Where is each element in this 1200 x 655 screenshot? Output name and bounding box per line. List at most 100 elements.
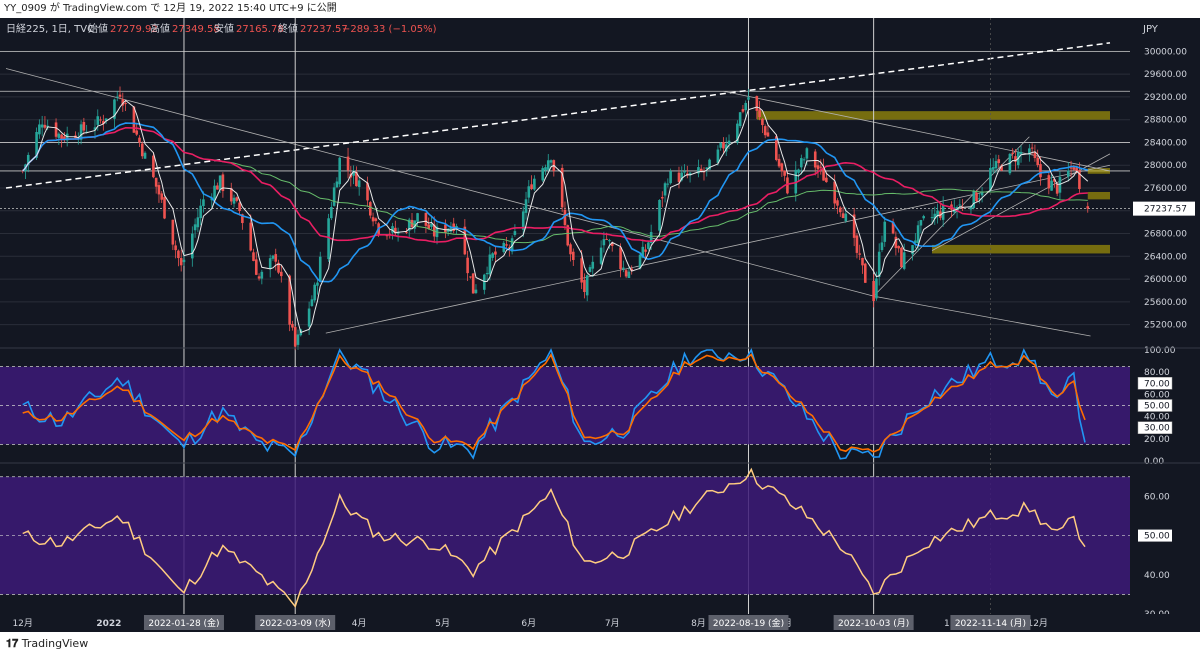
candle-body[interactable] bbox=[152, 155, 155, 178]
candle-body[interactable] bbox=[160, 193, 164, 200]
candle-body[interactable] bbox=[1078, 170, 1081, 190]
candle-body[interactable] bbox=[666, 183, 670, 185]
candle-body[interactable] bbox=[1014, 156, 1017, 162]
candle-body[interactable] bbox=[132, 106, 136, 133]
candle-body[interactable] bbox=[427, 224, 430, 229]
candle-body[interactable] bbox=[658, 199, 661, 231]
candle-body[interactable] bbox=[394, 227, 397, 234]
candle-body[interactable] bbox=[533, 178, 536, 190]
candle-body[interactable] bbox=[699, 168, 703, 171]
candle-body[interactable] bbox=[352, 170, 355, 176]
candle-body[interactable] bbox=[257, 276, 261, 279]
candle-body[interactable] bbox=[485, 273, 489, 275]
candle-body[interactable] bbox=[566, 225, 570, 246]
candle-body[interactable] bbox=[1086, 206, 1090, 209]
candle-body[interactable] bbox=[196, 217, 200, 228]
candle-body[interactable] bbox=[683, 171, 686, 173]
candle-body[interactable] bbox=[505, 244, 508, 246]
candle-body[interactable] bbox=[79, 124, 83, 140]
candle-body[interactable] bbox=[396, 231, 400, 234]
candle-body[interactable] bbox=[883, 221, 887, 242]
candle-body[interactable] bbox=[177, 250, 180, 259]
candle-body[interactable] bbox=[911, 245, 914, 255]
candle-body[interactable] bbox=[1075, 167, 1078, 171]
candle-body[interactable] bbox=[140, 143, 144, 157]
candle-body[interactable] bbox=[474, 289, 478, 294]
candle-body[interactable] bbox=[1050, 180, 1053, 191]
candle-body[interactable] bbox=[591, 261, 595, 269]
candle-body[interactable] bbox=[761, 118, 764, 126]
candle-body[interactable] bbox=[221, 174, 225, 192]
candle-body[interactable] bbox=[838, 207, 842, 213]
candle-body[interactable] bbox=[638, 254, 642, 269]
candle-body[interactable] bbox=[741, 109, 745, 112]
candle-body[interactable] bbox=[766, 132, 770, 137]
candle-body[interactable] bbox=[602, 239, 606, 246]
candle-body[interactable] bbox=[833, 181, 836, 204]
candle-body[interactable] bbox=[432, 224, 436, 237]
candle-body[interactable] bbox=[124, 103, 127, 105]
candle-body[interactable] bbox=[1058, 177, 1062, 193]
candle-body[interactable] bbox=[610, 243, 614, 246]
candle-body[interactable] bbox=[900, 247, 903, 268]
candle-body[interactable] bbox=[1047, 175, 1051, 189]
candle-body[interactable] bbox=[858, 253, 862, 255]
candle-body[interactable] bbox=[113, 99, 116, 119]
candle-body[interactable] bbox=[355, 171, 358, 187]
candle-body[interactable] bbox=[524, 199, 528, 213]
candle-body[interactable] bbox=[241, 214, 244, 224]
candle-body[interactable] bbox=[875, 278, 878, 299]
candle-body[interactable] bbox=[1000, 165, 1003, 171]
candle-body[interactable] bbox=[608, 240, 611, 242]
candle-body[interactable] bbox=[546, 160, 550, 170]
candle-body[interactable] bbox=[852, 214, 856, 238]
candle-body[interactable] bbox=[669, 171, 672, 184]
candle-body[interactable] bbox=[43, 124, 47, 128]
candle-body[interactable] bbox=[560, 167, 564, 208]
candle-body[interactable] bbox=[444, 224, 447, 233]
candle-body[interactable] bbox=[193, 224, 197, 231]
candle-body[interactable] bbox=[605, 238, 608, 240]
candle-body[interactable] bbox=[335, 181, 339, 188]
candle-body[interactable] bbox=[863, 263, 867, 283]
candle-body[interactable] bbox=[916, 225, 920, 244]
candle-body[interactable] bbox=[35, 131, 38, 158]
candle-body[interactable] bbox=[544, 167, 547, 171]
candle-body[interactable] bbox=[138, 137, 141, 143]
candle-body[interactable] bbox=[54, 122, 58, 137]
candle-body[interactable] bbox=[844, 213, 848, 222]
candle-body[interactable] bbox=[229, 188, 233, 202]
candle-body[interactable] bbox=[922, 216, 925, 219]
candle-body[interactable] bbox=[371, 217, 375, 222]
candle-body[interactable] bbox=[471, 273, 475, 294]
candle-body[interactable] bbox=[588, 267, 592, 272]
candle-body[interactable] bbox=[897, 245, 900, 249]
candle-body[interactable] bbox=[332, 187, 336, 206]
candle-body[interactable] bbox=[1019, 151, 1023, 155]
candle-body[interactable] bbox=[997, 159, 1001, 164]
candle-body[interactable] bbox=[722, 142, 725, 149]
candle-body[interactable] bbox=[802, 159, 806, 161]
candle-body[interactable] bbox=[202, 199, 205, 207]
candle-body[interactable] bbox=[783, 170, 786, 176]
candle-body[interactable] bbox=[446, 228, 450, 232]
candle-body[interactable] bbox=[271, 255, 275, 259]
candle-body[interactable] bbox=[316, 282, 319, 286]
candle-body[interactable] bbox=[521, 211, 525, 230]
candle-body[interactable] bbox=[969, 206, 973, 210]
candle-body[interactable] bbox=[1072, 167, 1076, 170]
candle-body[interactable] bbox=[1066, 170, 1070, 177]
candle-body[interactable] bbox=[780, 163, 784, 172]
candle-body[interactable] bbox=[135, 130, 139, 135]
candle-body[interactable] bbox=[688, 172, 692, 176]
candle-body[interactable] bbox=[724, 144, 728, 152]
candle-body[interactable] bbox=[727, 140, 731, 145]
candle-body[interactable] bbox=[805, 148, 809, 159]
candle-body[interactable] bbox=[763, 126, 767, 136]
candles[interactable] bbox=[21, 86, 1090, 351]
time-axis[interactable]: 12月20222月3月4月5月6月7月8月9月10月11月12月2022-01-… bbox=[0, 614, 1200, 632]
candle-body[interactable] bbox=[619, 247, 622, 270]
candle-body[interactable] bbox=[708, 159, 711, 170]
candle-body[interactable] bbox=[366, 182, 369, 201]
candle-body[interactable] bbox=[513, 231, 517, 235]
